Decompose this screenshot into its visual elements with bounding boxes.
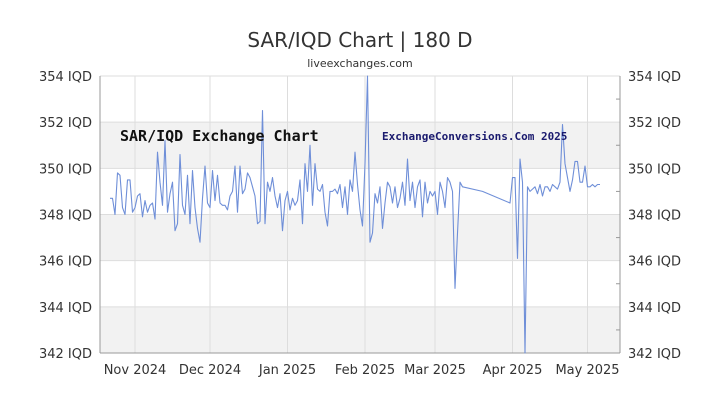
y-tick-label-right: 344 IQD	[628, 301, 681, 316]
y-tick-label-left: 350 IQD	[39, 162, 92, 177]
x-tick-label: Nov 2024	[104, 363, 167, 378]
x-tick-label: Mar 2025	[404, 363, 466, 378]
y-tick-label-right: 346 IQD	[628, 255, 681, 270]
y-tick-label-left: 342 IQD	[39, 347, 92, 362]
watermark-right: ExchangeConversions.Com 2025	[382, 130, 567, 143]
axes	[99, 76, 621, 354]
y-tick-label-left: 346 IQD	[39, 255, 92, 270]
background-bands	[100, 122, 620, 353]
x-tick-label: Jan 2025	[258, 363, 316, 378]
series-line	[110, 75, 600, 354]
x-tick-label: Feb 2025	[335, 363, 395, 378]
y-tick-labels-left: 342 IQD 344 IQD 346 IQD 348 IQD 350 IQD 352 I…	[39, 70, 92, 362]
background-band	[100, 214, 620, 261]
x-tick-labels: Nov 2024 Dec 2024 Jan 2025 Feb 2025 Mar 2025…	[104, 363, 620, 378]
x-tick-label: Dec 2024	[179, 363, 241, 378]
series-layer	[110, 75, 600, 354]
y-tick-label-left: 344 IQD	[39, 301, 92, 316]
grid-lines	[100, 75, 620, 354]
background-band	[100, 306, 620, 353]
y-tick-label-left: 348 IQD	[39, 209, 92, 224]
x-tick-label: Apr 2025	[483, 363, 543, 378]
x-tick-label: May 2025	[555, 363, 619, 378]
y-tick-label-left: 352 IQD	[39, 116, 92, 131]
y-tick-label-left: 354 IQD	[39, 70, 92, 85]
chart-title: SAR/IQD Chart | 180 D	[247, 28, 472, 52]
background-band	[100, 122, 620, 169]
y-tick-label-right: 342 IQD	[628, 347, 681, 362]
y-tick-labels-right: 342 IQD 344 IQD 346 IQD 348 IQD 350 IQD 352 I…	[628, 70, 681, 362]
watermark-left: SAR/IQD Exchange Chart	[120, 127, 319, 145]
y-tick-label-right: 350 IQD	[628, 162, 681, 177]
chart-subtitle: liveexchanges.com	[307, 57, 412, 70]
y-tick-label-right: 354 IQD	[628, 70, 681, 85]
y-tick-label-right: 352 IQD	[628, 116, 681, 131]
y-tick-label-right: 348 IQD	[628, 209, 681, 224]
